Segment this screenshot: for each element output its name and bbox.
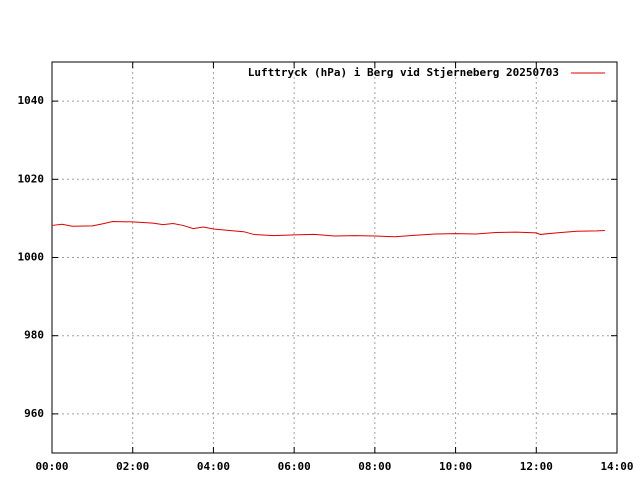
x-tick-label: 14:00 (600, 460, 633, 473)
x-tick-label: 04:00 (197, 460, 230, 473)
legend-label: Lufttryck (hPa) i Berg vid Stjerneberg 2… (248, 66, 559, 79)
x-tick-label: 00:00 (35, 460, 68, 473)
y-tick-label: 1040 (18, 94, 45, 107)
x-tick-label: 08:00 (358, 460, 391, 473)
x-tick-label: 06:00 (278, 460, 311, 473)
data-line (51, 221, 605, 238)
y-tick-label: 980 (24, 329, 44, 342)
x-tick-label: 10:00 (439, 460, 472, 473)
plot-border (51, 61, 618, 454)
y-tick-label: 960 (24, 407, 44, 420)
x-tick-label: 02:00 (116, 460, 149, 473)
y-tick-label: 1020 (18, 172, 45, 185)
x-tick-label: 12:00 (520, 460, 553, 473)
y-tick-label: 1000 (18, 251, 45, 264)
